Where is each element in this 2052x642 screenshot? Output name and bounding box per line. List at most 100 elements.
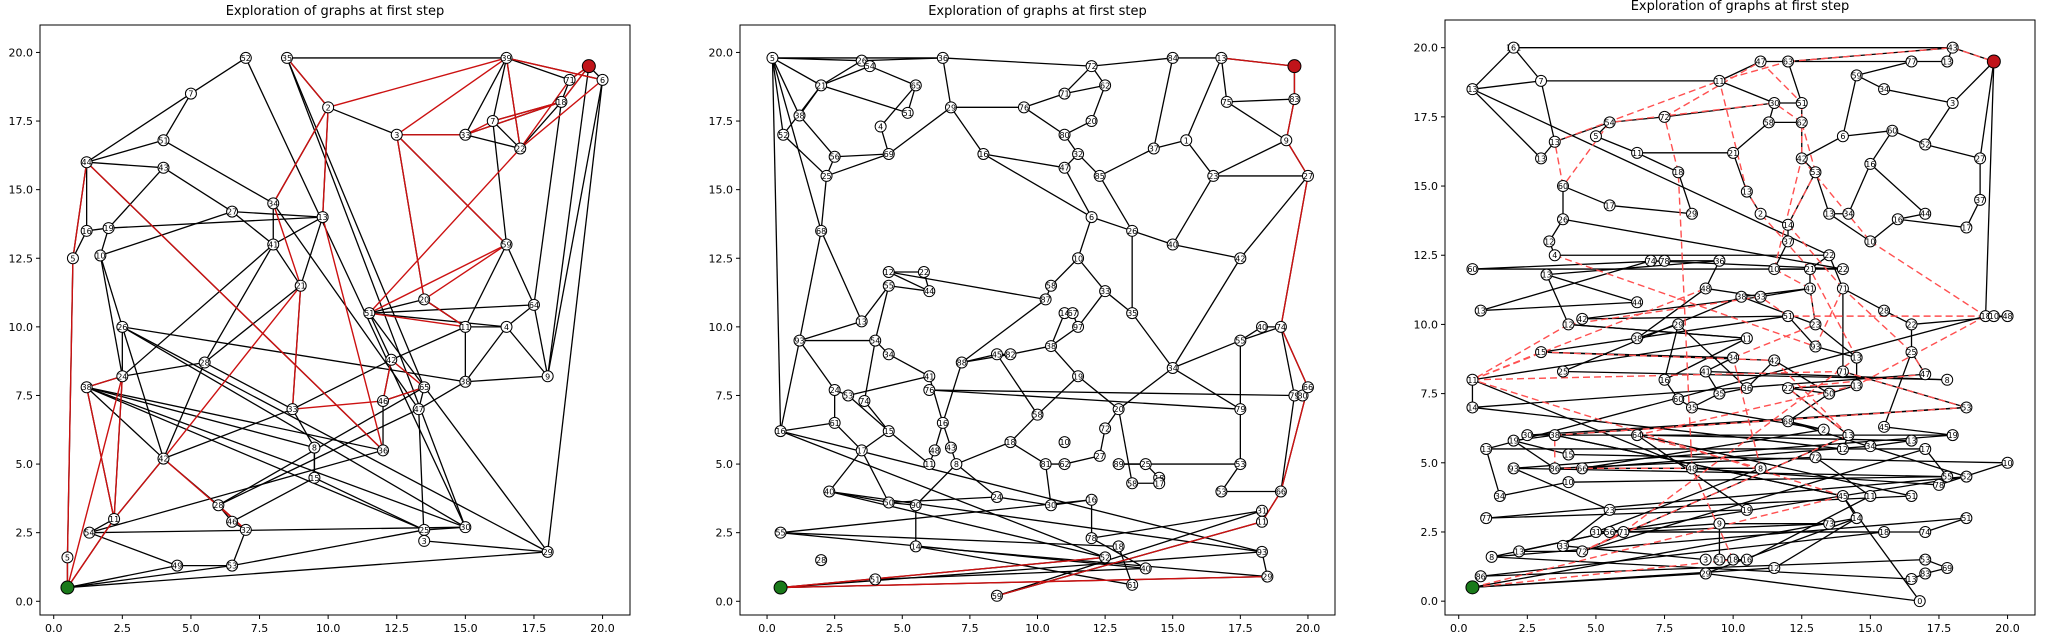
- graph-node-label: 59: [1852, 71, 1862, 80]
- graph-node-marker: [1093, 449, 1106, 462]
- graph-node: 18: [1004, 436, 1017, 449]
- graph-node-marker: [1085, 115, 1098, 128]
- graph-node-marker: [1147, 142, 1160, 155]
- graph-node: 8: [950, 458, 963, 471]
- graph-edge: [929, 389, 1295, 397]
- graph-node-marker: [1836, 365, 1849, 378]
- graph-node-marker: [1288, 93, 1301, 106]
- explored-edge: [396, 134, 508, 246]
- graph-node-label: 13: [1824, 210, 1834, 219]
- graph-node: 13: [1535, 152, 1548, 165]
- graph-edge: [942, 57, 1092, 67]
- y-tick-label: 0.0: [716, 595, 734, 608]
- graph-node-label: 55: [1235, 337, 1245, 346]
- graph-node-marker: [1466, 401, 1479, 414]
- graph-node: 24: [828, 383, 841, 396]
- graph-edge: [983, 153, 1065, 169]
- graph-node: 53: [1234, 458, 1247, 471]
- graph-node: 71: [1836, 365, 1849, 378]
- graph-node-label: 17: [1605, 201, 1615, 210]
- graph-node: 36: [1713, 254, 1726, 267]
- graph-node-marker: [596, 73, 609, 86]
- graph-edge: [1924, 102, 1954, 145]
- graph-node-marker: [923, 458, 936, 471]
- graph-node: 34: [1493, 490, 1506, 502]
- graph-node-label: 4: [1552, 251, 1557, 260]
- graph-node-marker: [1521, 429, 1534, 442]
- y-tick-label: 5.0: [1421, 457, 1439, 470]
- graph-node: 51: [363, 307, 376, 320]
- graph-node: 3: [1946, 97, 1959, 110]
- graph-edge: [231, 529, 425, 567]
- graph-edge: [424, 540, 548, 553]
- graph-node-label: 12: [1838, 445, 1848, 454]
- graph-node: 16: [1658, 373, 1671, 386]
- graph-node-marker: [1850, 512, 1863, 525]
- graph-node: 21: [815, 79, 828, 92]
- graph-node: 30: [1768, 97, 1781, 110]
- graph-node-marker: [212, 499, 225, 512]
- graph-edge: [1540, 80, 1556, 142]
- graph-node: 15: [1535, 346, 1548, 359]
- graph-node: 10: [1987, 310, 2000, 323]
- graph-node-marker: [1941, 470, 1954, 483]
- graph-edge: [1486, 509, 1747, 519]
- graph-edge: [1239, 175, 1309, 259]
- x-tick-label: 20.0: [1296, 622, 1321, 635]
- graph-node-marker: [1045, 499, 1058, 512]
- graph-edge: [1842, 130, 1893, 137]
- graph-node: 13: [1823, 207, 1836, 220]
- graph-node-marker: [1072, 147, 1085, 160]
- graph-node: 76: [923, 383, 936, 396]
- graph-node-marker: [1836, 490, 1849, 502]
- graph-node-label: 20: [1114, 405, 1124, 414]
- graph-node: 80: [1058, 128, 1071, 141]
- graph-node: 42: [1768, 354, 1781, 367]
- graph-node: 24: [990, 491, 1003, 503]
- graph-node-marker: [1603, 503, 1616, 516]
- x-tick-label: 5.0: [182, 622, 200, 635]
- graph-node: 22: [1905, 318, 1918, 331]
- graph-edge: [1240, 326, 1282, 342]
- graph-node-marker: [1905, 490, 1918, 502]
- graph-node: 72: [1576, 545, 1589, 558]
- graph-node: 38: [1631, 332, 1644, 345]
- graph-node-label: 93: [1257, 548, 1267, 557]
- graph-edge: [869, 65, 917, 86]
- graph-node-marker: [1886, 124, 1899, 137]
- graph-node-label: 74: [1276, 323, 1286, 332]
- graph-node-label: 16: [82, 227, 92, 236]
- graph-edge: [1172, 243, 1241, 259]
- graph-node: 18: [1727, 553, 1740, 566]
- graph-node-marker: [1782, 382, 1795, 395]
- graph-node-label: 19: [1073, 372, 1083, 381]
- graph-node: 74: [1919, 525, 1932, 538]
- graph-node: 35: [280, 51, 293, 64]
- graph-node-label: 43: [1948, 44, 1958, 53]
- graph-node: 34: [1842, 207, 1855, 220]
- graph-node-marker: [1557, 180, 1569, 193]
- graph-node-marker: [1740, 332, 1753, 345]
- graph-node-marker: [774, 425, 787, 438]
- graph-node-label: 38: [82, 383, 92, 392]
- graph-node: 13: [316, 211, 329, 224]
- graph-node-label: 13: [1906, 437, 1916, 446]
- graph-node-label: 23: [1810, 320, 1820, 329]
- graph-edge: [1815, 345, 1857, 359]
- graph-node-label: 32: [1073, 150, 1083, 159]
- graph-node-label: 71: [1059, 90, 1069, 99]
- graph-node-label: 51: [903, 109, 913, 118]
- graph-node-label: 76: [924, 386, 934, 395]
- graph-node-label: 48: [2002, 312, 2012, 321]
- graph-node: 9: [1713, 517, 1726, 530]
- graph-node: 28: [1878, 304, 1891, 317]
- graph-node-label: 77: [1906, 58, 1916, 67]
- graph-edge: [327, 106, 397, 136]
- graph-node-marker: [1795, 97, 1808, 110]
- graph-node-label: 49: [172, 562, 182, 571]
- graph-node: 34: [1166, 362, 1179, 375]
- graph-node-marker: [1960, 401, 1973, 414]
- graph-node: 29: [1261, 570, 1274, 583]
- graph-node-marker: [1836, 442, 1849, 455]
- graph-node-label: 33: [1100, 287, 1110, 296]
